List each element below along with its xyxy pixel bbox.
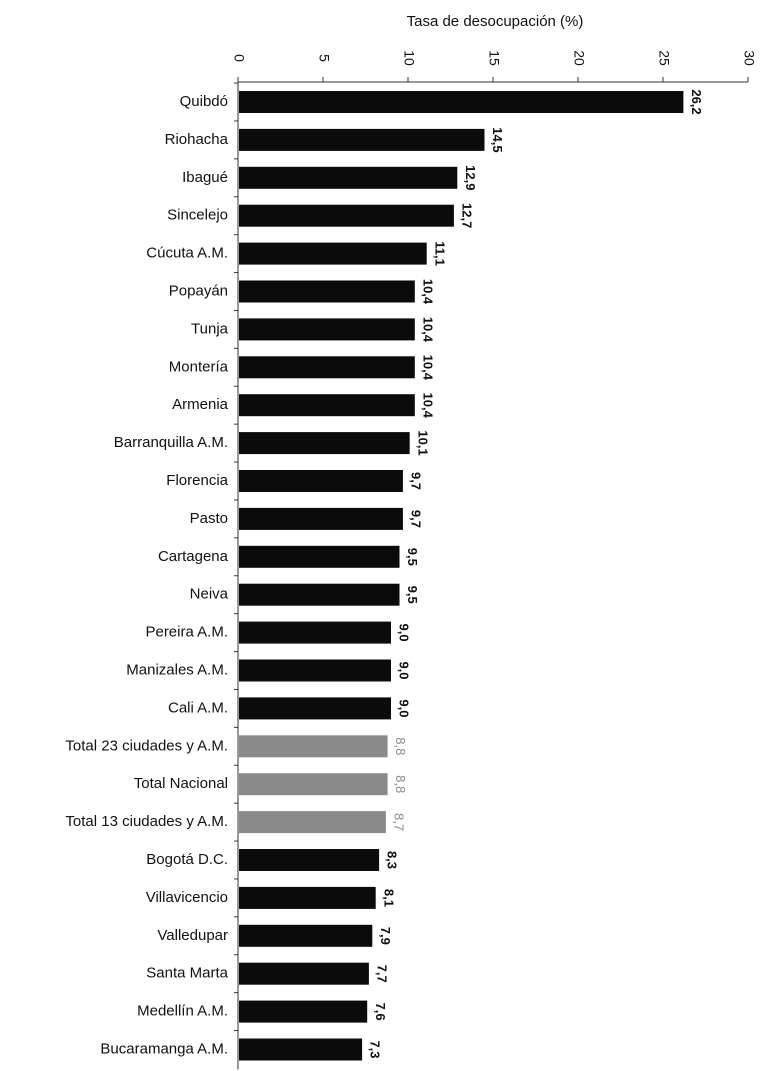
category-label: Total Nacional: [134, 775, 228, 792]
value-label: 7,7: [374, 965, 389, 983]
value-label: 10,4: [420, 317, 435, 343]
category-label: Sincelejo: [167, 207, 228, 224]
category-label: Total 13 ciudades y A.M.: [65, 813, 228, 830]
category-label: Cúcuta A.M.: [146, 245, 228, 262]
value-label: 8,7: [391, 813, 406, 831]
category-label: Medellín A.M.: [137, 1003, 228, 1020]
category-label: Manizales A.M.: [126, 661, 228, 678]
value-label: 8,3: [385, 851, 400, 869]
value-label: 9,0: [397, 624, 412, 642]
bar: [239, 545, 400, 568]
category-label: Montería: [169, 358, 229, 375]
value-label: 26,2: [689, 89, 704, 114]
category-label: Villavicencio: [146, 889, 228, 906]
value-label: 9,7: [408, 472, 423, 490]
value-label: 8,8: [393, 775, 408, 793]
bar: [239, 204, 454, 227]
category-label: Popayán: [169, 282, 228, 299]
bar-total: [239, 735, 388, 758]
category-label: Barranquilla A.M.: [114, 434, 228, 451]
bar: [239, 242, 427, 265]
x-tick-label: 20: [571, 50, 587, 66]
bar: [239, 91, 684, 113]
bars: Quibdó 26,2 Riohacha 14,5 Ibagué 12,9 Sincelej…: [65, 82, 704, 1061]
x-tick-label: 0: [231, 54, 247, 62]
value-label: 12,7: [459, 203, 474, 228]
value-label: 10,4: [420, 355, 435, 381]
category-label: Cartagena: [158, 548, 229, 565]
category-label: Quibdó: [180, 93, 228, 110]
category-label: Bogotá D.C.: [146, 851, 228, 868]
bar: [239, 470, 403, 492]
category-label: Armenia: [172, 396, 229, 413]
bar: [239, 507, 403, 530]
x-axis-title: Tasa de desocupación (%): [407, 13, 584, 30]
bar: [239, 318, 415, 341]
category-label: Bucaramanga A.M.: [100, 1040, 228, 1057]
bar: [239, 849, 380, 871]
bar-total: [239, 773, 388, 796]
x-tick-label: 10: [401, 50, 417, 66]
value-label: 9,0: [397, 661, 412, 679]
value-label: 9,7: [408, 510, 423, 528]
x-tick-label: 5: [316, 54, 332, 62]
value-label: 7,6: [373, 1003, 388, 1021]
category-label: Pereira A.M.: [145, 624, 228, 641]
bar: [239, 583, 400, 606]
bar: [239, 697, 391, 720]
bar: [239, 886, 376, 909]
value-label: 8,1: [381, 889, 396, 907]
value-label: 7,3: [368, 1040, 383, 1058]
x-tick-label: 30: [741, 50, 757, 66]
bar: [239, 128, 485, 151]
bar: [239, 394, 415, 417]
value-label: 11,1: [432, 241, 447, 266]
bar: [239, 432, 410, 455]
x-tick-label: 25: [656, 50, 672, 66]
value-label: 9,5: [405, 586, 420, 604]
bar: [239, 166, 458, 189]
value-label: 14,5: [490, 127, 505, 152]
category-label: Riohacha: [165, 131, 229, 148]
value-label: 10,1: [415, 430, 430, 455]
bar: [239, 356, 415, 379]
value-label: 10,4: [420, 393, 435, 419]
value-label: 7,9: [378, 927, 393, 945]
bar-total: [239, 811, 386, 834]
bar: [239, 962, 369, 985]
category-label: Neiva: [190, 586, 229, 603]
category-label: Total 23 ciudades y A.M.: [65, 737, 228, 754]
bar: [239, 1000, 368, 1023]
category-label: Ibagué: [182, 169, 228, 186]
category-label: Santa Marta: [146, 965, 228, 982]
category-label: Valledupar: [157, 927, 228, 944]
category-label: Tunja: [191, 320, 229, 337]
bar: [239, 621, 391, 644]
x-tick-label: 15: [486, 50, 502, 66]
value-label: 12,9: [463, 165, 478, 190]
bar: [239, 924, 373, 947]
bar: [239, 1038, 363, 1061]
category-label: Florencia: [166, 472, 228, 489]
category-label: Cali A.M.: [168, 699, 228, 716]
value-label: 9,5: [405, 548, 420, 566]
value-label: 8,8: [393, 737, 408, 755]
value-label: 9,0: [397, 699, 412, 717]
bar: [239, 659, 391, 682]
category-label: Pasto: [190, 510, 228, 527]
value-label: 10,4: [420, 279, 435, 305]
bar: [239, 280, 415, 303]
